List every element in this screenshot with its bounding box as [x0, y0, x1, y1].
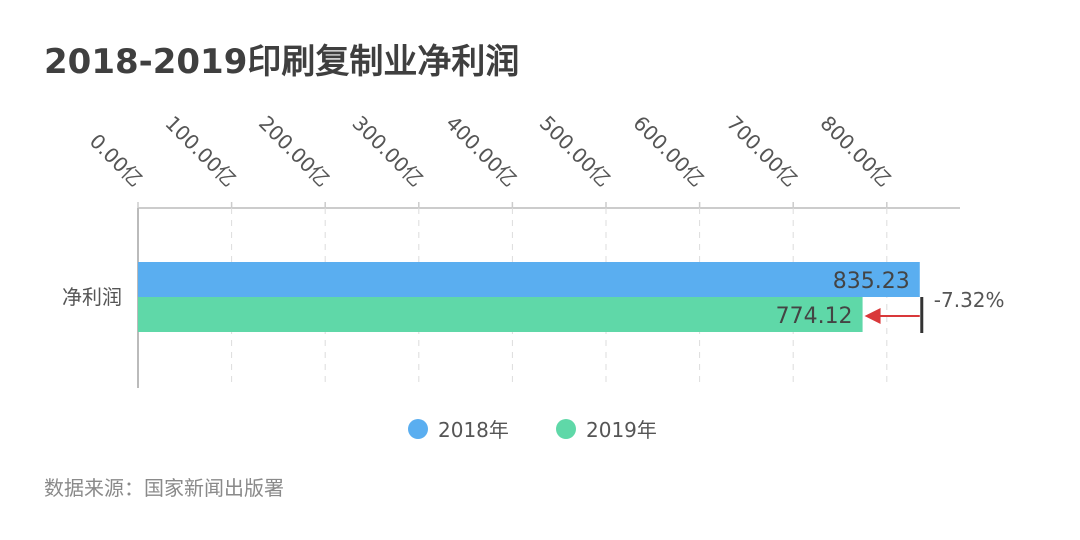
- bar-2018: [138, 262, 920, 297]
- legend-marker: [408, 419, 428, 439]
- bar-2019: [138, 297, 863, 332]
- tick-label: 800.00亿: [816, 111, 897, 192]
- change-arrow-head: [864, 308, 881, 324]
- data-label: 774.12: [776, 304, 853, 329]
- data-source: 数据来源：国家新闻出版署: [44, 476, 284, 500]
- tick-label: 200.00亿: [254, 111, 335, 192]
- tick-label: 100.00亿: [160, 111, 241, 192]
- tick-label: 300.00亿: [348, 111, 429, 192]
- tick-label: 400.00亿: [441, 111, 522, 192]
- tick-label: 700.00亿: [722, 111, 803, 192]
- legend-marker: [556, 419, 576, 439]
- legend-label: 2019年: [586, 418, 657, 442]
- tick-label: 0.00亿: [85, 129, 148, 192]
- legend-label: 2018年: [438, 418, 509, 442]
- chart-title: 2018-2019印刷复制业净利润: [44, 42, 520, 82]
- tick-label: 600.00亿: [628, 111, 709, 192]
- data-label: 835.23: [833, 269, 910, 294]
- tick-label: 500.00亿: [535, 111, 616, 192]
- category-label: 净利润: [62, 285, 122, 309]
- change-label: -7.32%: [934, 288, 1005, 312]
